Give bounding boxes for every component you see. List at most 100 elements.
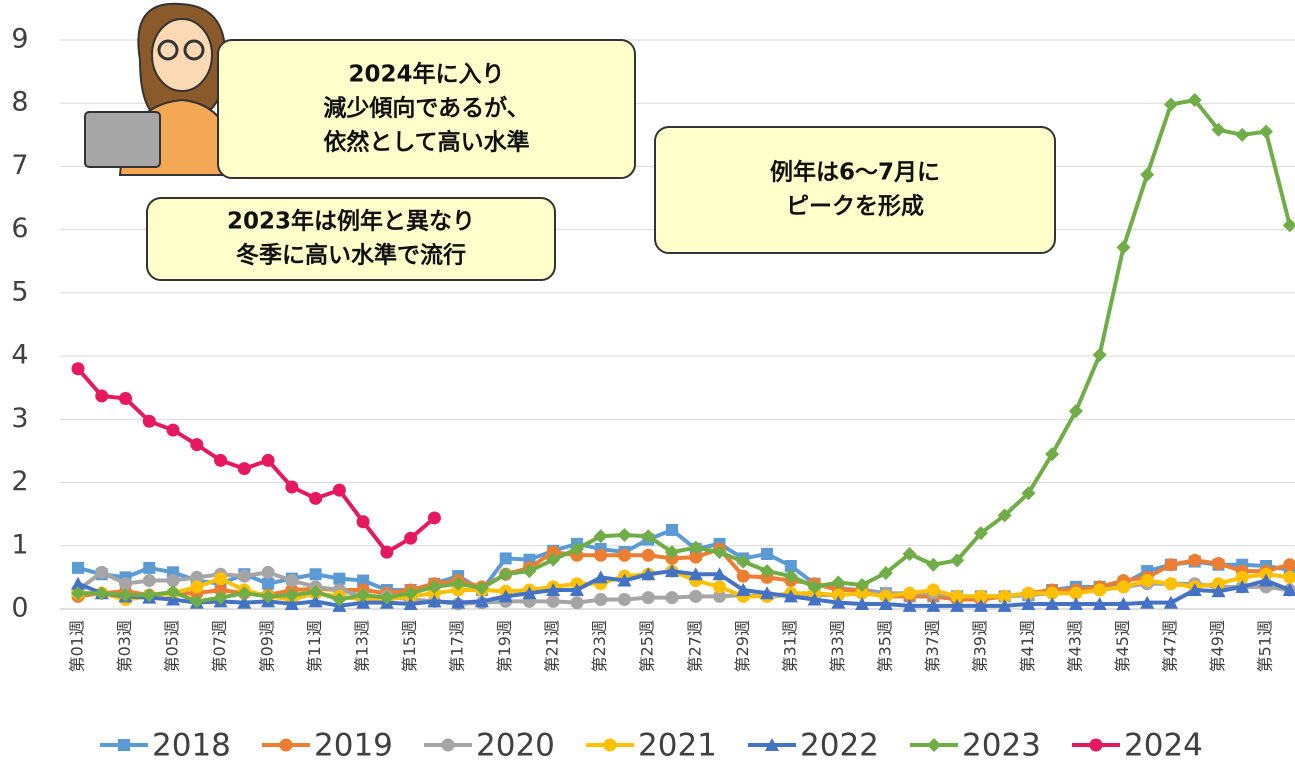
data-point xyxy=(1117,580,1130,593)
data-point xyxy=(1141,574,1154,587)
series xyxy=(72,524,1295,602)
x-tick-label: 第45週 xyxy=(1113,620,1132,672)
data-point xyxy=(214,572,227,585)
y-tick-label: 5 xyxy=(11,276,28,307)
x-tick-label: 第21週 xyxy=(543,620,562,672)
x-tick-label: 第13週 xyxy=(353,620,372,672)
data-point xyxy=(262,578,274,590)
data-point xyxy=(1093,584,1106,597)
x-tick-label: 第15週 xyxy=(400,620,419,672)
legend-marker xyxy=(442,739,455,752)
y-tick-label: 2 xyxy=(11,466,28,497)
data-point xyxy=(618,549,631,562)
callout-text: 2024年に入り xyxy=(348,61,504,88)
data-point xyxy=(926,558,940,572)
x-tick-label: 第03週 xyxy=(115,620,134,672)
data-point xyxy=(689,590,702,603)
y-tick-label: 7 xyxy=(11,150,28,181)
data-point xyxy=(1140,168,1154,182)
data-point xyxy=(666,524,678,536)
data-point xyxy=(666,591,679,604)
y-tick-label: 1 xyxy=(11,529,28,560)
x-tick-label: 第01週 xyxy=(68,620,87,672)
page: 0123456789第01週第03週第05週第07週第09週第11週第13週第1… xyxy=(0,0,1295,763)
series xyxy=(72,362,441,558)
data-point xyxy=(285,574,298,587)
data-point xyxy=(143,562,155,574)
data-point xyxy=(262,566,275,579)
data-point xyxy=(1235,128,1249,142)
x-tick-label: 第37週 xyxy=(923,620,942,672)
data-point xyxy=(594,529,608,543)
y-tick-label: 9 xyxy=(11,24,28,55)
data-point xyxy=(594,593,607,606)
legend-marker xyxy=(1090,739,1103,752)
data-point xyxy=(1164,558,1177,571)
callout-text: 冬季に高い水準で流行 xyxy=(236,242,466,269)
data-point xyxy=(238,462,251,475)
x-tick-label: 第41週 xyxy=(1018,620,1037,672)
data-point xyxy=(737,570,750,583)
legend-marker xyxy=(280,739,293,752)
x-tick-label: 第11週 xyxy=(305,620,324,672)
data-point xyxy=(95,389,108,402)
data-point xyxy=(190,580,203,593)
data-point xyxy=(642,591,655,604)
x-tick-label: 第49週 xyxy=(1208,620,1227,672)
data-point xyxy=(1188,554,1201,567)
data-point xyxy=(285,480,298,493)
x-tick-label: 第33週 xyxy=(828,620,847,672)
x-tick-label: 第43週 xyxy=(1065,620,1084,672)
data-point xyxy=(1259,125,1273,139)
data-point xyxy=(500,552,512,564)
data-point xyxy=(594,549,607,562)
callout-box xyxy=(655,127,1055,253)
data-point xyxy=(761,548,773,560)
callout-text: 2023年は例年と異なり xyxy=(227,208,475,235)
legend-label: 2023 xyxy=(962,728,1041,763)
legend-label: 2020 xyxy=(476,728,555,763)
data-point xyxy=(190,438,203,451)
x-tick-label: 第39週 xyxy=(970,620,989,672)
legend-label: 2019 xyxy=(314,728,393,763)
y-tick-label: 6 xyxy=(11,213,28,244)
callout-text: ピークを形成 xyxy=(786,194,924,220)
legend-label: 2024 xyxy=(1124,728,1203,763)
data-point xyxy=(1116,240,1130,254)
x-tick-label: 第47週 xyxy=(1160,620,1179,672)
data-point xyxy=(1212,557,1225,570)
x-tick-label: 第17週 xyxy=(448,620,467,672)
x-tick-label: 第19週 xyxy=(495,620,514,672)
data-point xyxy=(143,574,156,587)
data-point xyxy=(1164,97,1178,111)
legend-marker xyxy=(927,738,941,752)
callout-text: 減少傾向であるが、 xyxy=(323,95,529,122)
x-tick-label: 第07週 xyxy=(210,620,229,672)
y-tick-label: 4 xyxy=(11,340,28,371)
x-tick-label: 第23週 xyxy=(590,620,609,672)
data-point xyxy=(1093,348,1107,362)
x-tick-label: 第31週 xyxy=(780,620,799,672)
data-point xyxy=(72,362,85,375)
chart: 0123456789第01週第03週第05週第07週第09週第11週第13週第1… xyxy=(0,0,1295,763)
data-point xyxy=(119,392,132,405)
data-point xyxy=(547,595,560,608)
illustration xyxy=(85,4,235,175)
data-point xyxy=(713,580,726,593)
data-point xyxy=(428,511,441,524)
data-point xyxy=(903,587,916,600)
data-point xyxy=(333,484,346,497)
data-point xyxy=(617,528,631,542)
x-tick-label: 第05週 xyxy=(163,620,182,672)
data-point xyxy=(95,566,108,579)
data-point xyxy=(570,596,583,609)
callout-text: 例年は6～7月に xyxy=(770,159,940,186)
data-point xyxy=(357,515,370,528)
data-point xyxy=(642,549,655,562)
y-tick-label: 0 xyxy=(11,593,28,624)
data-point xyxy=(143,415,156,428)
y-tick-label: 3 xyxy=(11,403,28,434)
y-tick-label: 8 xyxy=(11,87,28,118)
data-point xyxy=(167,424,180,437)
x-tick-label: 第29週 xyxy=(733,620,752,672)
